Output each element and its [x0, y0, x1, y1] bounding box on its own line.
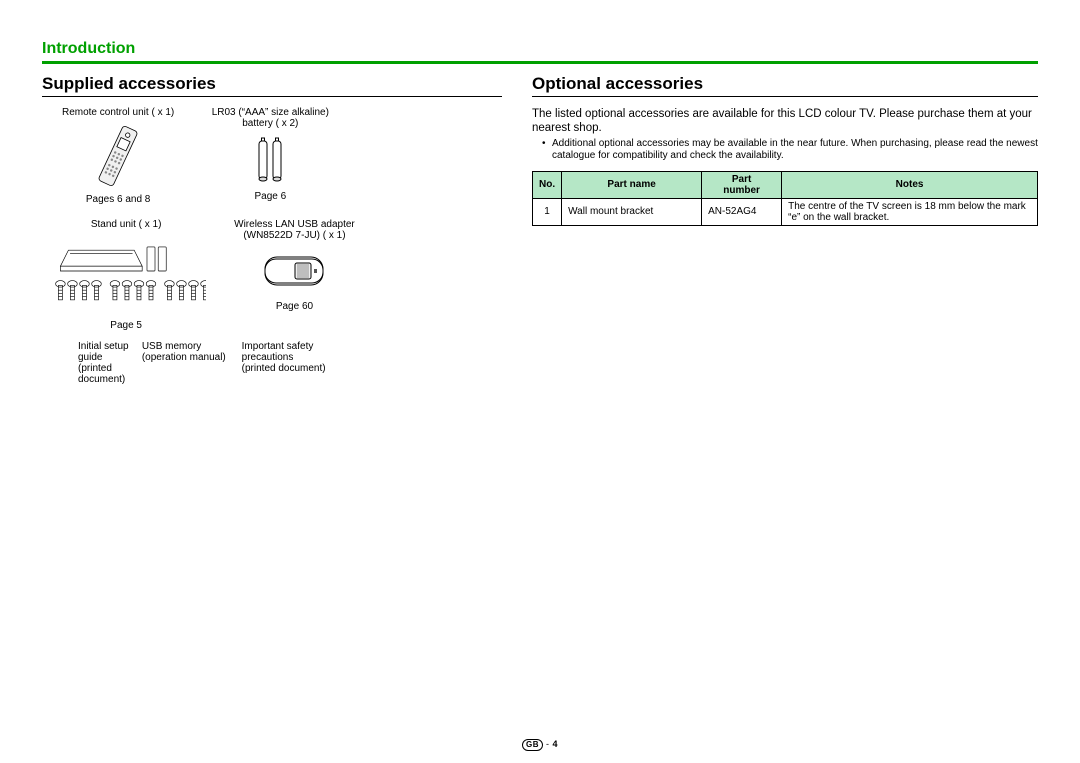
- accessory-safety: Important safety precautions (printed do…: [242, 341, 342, 385]
- accessory-remote: Remote control unit ( x 1): [42, 107, 194, 205]
- cell-part-number: AN-52AG4: [702, 198, 782, 225]
- accessory-battery: LR03 (“AAA” size alkaline) battery ( x 2…: [194, 107, 346, 205]
- accessory-wlan-pages: Page 60: [214, 301, 374, 312]
- accessory-wlan: Wireless LAN USB adapter (WN8522D 7-JU) …: [210, 219, 378, 331]
- accessory-battery-pages: Page 6: [198, 191, 342, 202]
- accessory-remote-pages: Pages 6 and 8: [46, 194, 190, 205]
- heading-optional-accessories: Optional accessories: [532, 74, 1038, 94]
- remote-icon: [46, 124, 190, 188]
- optional-intro-text: The listed optional accessories are avai…: [532, 107, 1038, 136]
- cell-no: 1: [533, 198, 562, 225]
- heading-supplied-accessories: Supplied accessories: [42, 74, 502, 94]
- rule-thin: [532, 96, 1038, 97]
- battery-icon: [198, 135, 342, 185]
- th-no: No.: [533, 171, 562, 198]
- accessory-usb-memory: USB memory (operation manual): [142, 341, 242, 385]
- accessory-stand: Stand unit ( x 1): [42, 219, 210, 331]
- th-part-name: Part name: [562, 171, 702, 198]
- th-part-number: Part number: [702, 171, 782, 198]
- cell-notes: The centre of the TV screen is 18 mm bel…: [782, 198, 1038, 225]
- section-header-introduction: Introduction: [42, 40, 1038, 58]
- optional-bullet-text: Additional optional accessories may be a…: [532, 138, 1038, 163]
- optional-accessories-table: No. Part name Part number Notes 1 Wall m…: [532, 171, 1038, 226]
- accessory-remote-label: Remote control unit ( x 1): [46, 107, 190, 118]
- accessory-setup-guide: Initial setup guide (printed document): [42, 341, 142, 385]
- stand-icon: [46, 236, 206, 314]
- table-row: 1 Wall mount bracket AN-52AG4 The centre…: [533, 198, 1038, 225]
- footer-region-badge: GB: [522, 739, 543, 751]
- usb-adapter-icon: [214, 247, 374, 295]
- rule-thin: [42, 96, 502, 97]
- rule-green: [42, 61, 1038, 64]
- accessory-stand-pages: Page 5: [46, 320, 206, 331]
- page-footer: GB - 4: [0, 739, 1080, 751]
- accessory-wlan-label: Wireless LAN USB adapter (WN8522D 7-JU) …: [214, 219, 374, 241]
- accessory-stand-label: Stand unit ( x 1): [46, 219, 206, 230]
- th-notes: Notes: [782, 171, 1038, 198]
- cell-part-name: Wall mount bracket: [562, 198, 702, 225]
- accessory-battery-label: LR03 (“AAA” size alkaline) battery ( x 2…: [198, 107, 342, 129]
